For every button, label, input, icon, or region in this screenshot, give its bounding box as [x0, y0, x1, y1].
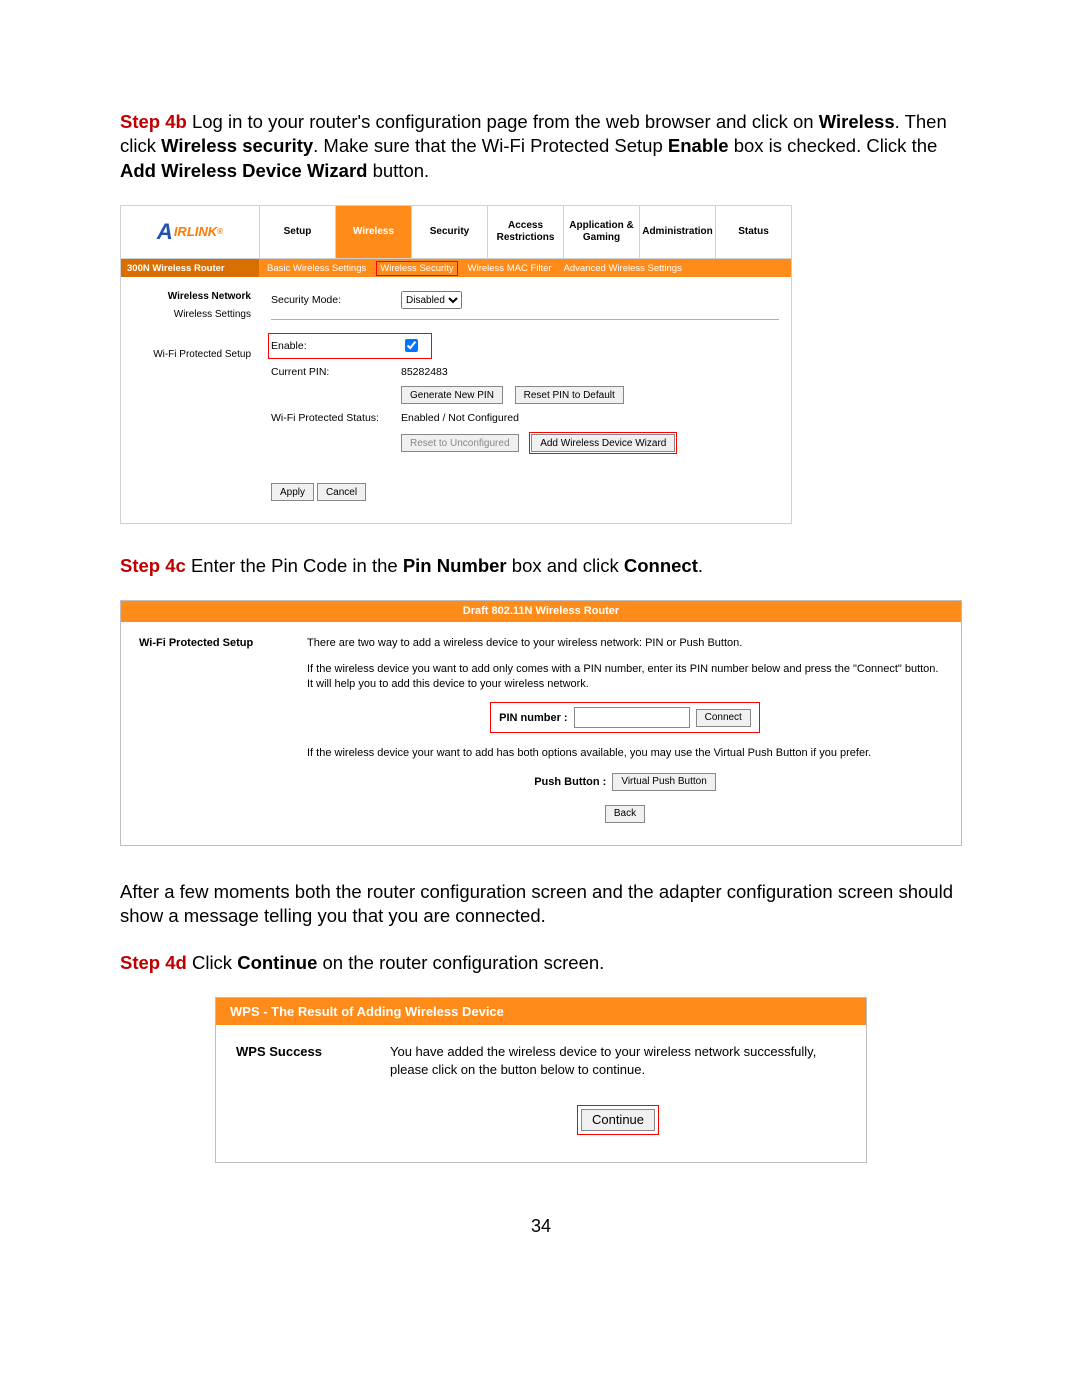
router-main: Security Mode: Disabled Enable: Current …	[259, 277, 791, 523]
back-button[interactable]: Back	[605, 805, 645, 823]
step4b-t3: . Make sure that the Wi-Fi Protected Set…	[313, 135, 668, 156]
router-body: Wireless Network Wireless Settings Wi-Fi…	[121, 277, 791, 523]
apply-cancel-row: Apply Cancel	[271, 461, 779, 511]
enable-checkbox[interactable]	[405, 339, 418, 352]
tab-application-gaming[interactable]: Application & Gaming	[563, 206, 639, 258]
security-mode-label: Security Mode:	[271, 294, 401, 307]
wizard-buttons-row: Reset to Unconfigured Add Wireless Devic…	[271, 433, 779, 453]
tab-administration[interactable]: Administration	[639, 206, 715, 258]
step4b-b2: Wireless security	[161, 135, 313, 156]
connect-button[interactable]: Connect	[696, 709, 751, 727]
main-tabs: Setup Wireless Security Access Restricti…	[259, 206, 791, 258]
sidebar-item-wireless-settings: Wireless Settings	[125, 309, 251, 321]
current-pin-value: 85282483	[401, 366, 448, 379]
reset-pin-button[interactable]: Reset PIN to Default	[515, 386, 624, 404]
wizard-p2: If the wireless device you want to add o…	[307, 662, 943, 691]
divider	[271, 319, 779, 320]
tab-status[interactable]: Status	[715, 206, 791, 258]
success-right: You have added the wireless device to yo…	[390, 1043, 846, 1133]
continue-wrap: Continue	[390, 1106, 846, 1134]
router-header: AIRLINK® Setup Wireless Security Access …	[121, 206, 791, 259]
logo-reg: ®	[217, 227, 223, 237]
enable-row: Enable:	[269, 334, 431, 358]
wizard-p3: If the wireless device your want to add …	[307, 746, 943, 761]
pin-label: PIN number :	[499, 711, 567, 726]
apply-button[interactable]: Apply	[271, 483, 314, 501]
generate-pin-button[interactable]: Generate New PIN	[401, 386, 503, 404]
current-pin-label: Current PIN:	[271, 366, 401, 379]
wizard-title: Draft 802.11N Wireless Router	[121, 601, 961, 622]
after-paragraph: After a few moments both the router conf…	[120, 880, 962, 929]
wps-status-value: Enabled / Not Configured	[401, 412, 519, 425]
wps-status-label: Wi-Fi Protected Status:	[271, 412, 401, 425]
push-label: Push Button :	[534, 775, 606, 790]
security-mode-select[interactable]: Disabled	[401, 291, 462, 309]
tab-setup[interactable]: Setup	[259, 206, 335, 258]
step4d-t1: Click	[187, 952, 237, 973]
subtab-wireless-security[interactable]: Wireless Security	[378, 263, 455, 274]
success-title: WPS - The Result of Adding Wireless Devi…	[216, 998, 866, 1025]
step4c-t1: Enter the Pin Code in the	[186, 555, 403, 576]
continue-button[interactable]: Continue	[581, 1109, 655, 1131]
security-mode-row: Security Mode: Disabled	[271, 291, 779, 309]
tab-access-restrictions[interactable]: Access Restrictions	[487, 206, 563, 258]
pin-input[interactable]	[574, 707, 690, 728]
step4b-t1: Log in to your router's configuration pa…	[187, 111, 819, 132]
step4c-b2: Connect	[624, 555, 698, 576]
step4b-b4: Add Wireless Device Wizard	[120, 160, 367, 181]
current-pin-row: Current PIN: 85282483	[271, 366, 779, 379]
step4b-t5: button.	[367, 160, 429, 181]
subtab-advanced[interactable]: Advanced Wireless Settings	[564, 263, 682, 274]
subtab-basic[interactable]: Basic Wireless Settings	[267, 263, 366, 274]
airlink-logo: AIRLINK®	[121, 206, 259, 258]
router-sidebar: Wireless Network Wireless Settings Wi-Fi…	[121, 277, 259, 523]
cancel-button[interactable]: Cancel	[317, 483, 366, 501]
enable-label: Enable:	[271, 340, 401, 353]
virtual-push-button[interactable]: Virtual Push Button	[612, 773, 715, 791]
step4d-t2: on the router configuration screen.	[317, 952, 604, 973]
step4d-label: Step 4d	[120, 952, 187, 973]
sidebar-item-wps: Wi-Fi Protected Setup	[125, 349, 251, 361]
router-model: 300N Wireless Router	[121, 259, 259, 277]
router-config-screenshot: AIRLINK® Setup Wireless Security Access …	[120, 205, 792, 524]
wireless-subtabs: Basic Wireless Settings Wireless Securit…	[259, 263, 791, 274]
step4d-paragraph: Step 4d Click Continue on the router con…	[120, 951, 962, 975]
tab-security[interactable]: Security	[411, 206, 487, 258]
wizard-right: There are two way to add a wireless devi…	[307, 636, 943, 823]
step4c-t2: box and click	[507, 555, 624, 576]
push-button-row: Push Button : Virtual Push Button	[307, 773, 943, 791]
pin-input-row: PIN number : Connect	[491, 703, 759, 732]
wizard-p1: There are two way to add a wireless devi…	[307, 636, 943, 651]
success-left: WPS Success	[236, 1043, 366, 1133]
step4d-b1: Continue	[237, 952, 317, 973]
step4b-label: Step 4b	[120, 111, 187, 132]
success-body: WPS Success You have added the wireless …	[216, 1025, 866, 1161]
step4b-paragraph: Step 4b Log in to your router's configur…	[120, 110, 962, 183]
reset-unconfigured-button[interactable]: Reset to Unconfigured	[401, 434, 519, 452]
tab-wireless[interactable]: Wireless	[335, 206, 411, 258]
pin-buttons-row: Generate New PIN Reset PIN to Default	[271, 386, 779, 404]
page-number: 34	[120, 1215, 962, 1239]
wizard-screenshot: Draft 802.11N Wireless Router Wi-Fi Prot…	[120, 600, 962, 846]
sidebar-heading: Wireless Network	[125, 291, 251, 303]
back-row: Back	[307, 805, 943, 823]
step4c-paragraph: Step 4c Enter the Pin Code in the Pin Nu…	[120, 554, 962, 578]
wps-status-row: Wi-Fi Protected Status: Enabled / Not Co…	[271, 412, 779, 425]
step4c-t3: .	[698, 555, 703, 576]
success-screenshot: WPS - The Result of Adding Wireless Devi…	[215, 997, 867, 1162]
add-wizard-button[interactable]: Add Wireless Device Wizard	[531, 434, 675, 452]
success-message: You have added the wireless device to yo…	[390, 1043, 846, 1077]
step4b-t4: box is checked. Click the	[729, 135, 938, 156]
step4c-label: Step 4c	[120, 555, 186, 576]
subtab-mac-filter[interactable]: Wireless MAC Filter	[468, 263, 552, 274]
step4b-b1: Wireless	[819, 111, 895, 132]
logo-text: IRLINK	[174, 224, 217, 240]
wizard-left-label: Wi-Fi Protected Setup	[139, 636, 289, 823]
step4b-b3: Enable	[668, 135, 729, 156]
wizard-body: Wi-Fi Protected Setup There are two way …	[121, 622, 961, 845]
router-subheader: 300N Wireless Router Basic Wireless Sett…	[121, 259, 791, 277]
step4c-b1: Pin Number	[403, 555, 507, 576]
